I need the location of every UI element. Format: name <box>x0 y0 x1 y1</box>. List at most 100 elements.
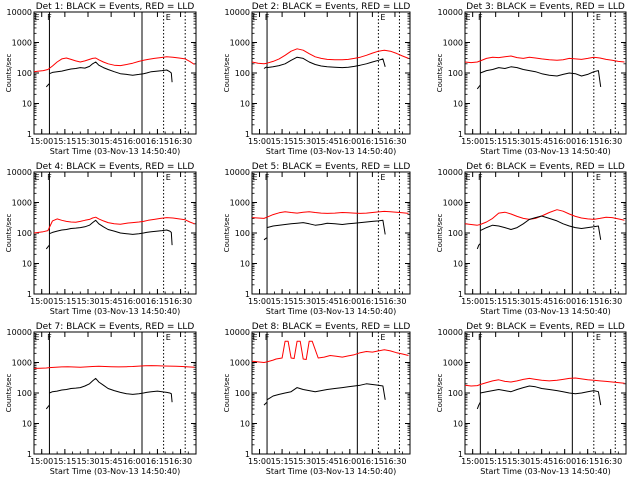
x-tick-label: 15:30 <box>507 137 530 146</box>
x-tick-label: 16:15 <box>576 297 599 306</box>
y-tick-label: 10 <box>453 420 463 429</box>
flag-label: E <box>380 173 385 182</box>
y-tick-label: 10000 <box>7 168 32 177</box>
x-tick-label: 16:30 <box>599 457 622 466</box>
x-tick-label: 15:30 <box>293 457 316 466</box>
y-tick-label: 10 <box>453 260 463 269</box>
events-pre-series-line <box>476 84 481 90</box>
x-tick-label: 15:15 <box>271 457 294 466</box>
y-tick-label: 10000 <box>225 8 250 17</box>
y-tick-label: 10 <box>22 260 32 269</box>
x-tick-label: 15:15 <box>271 297 294 306</box>
x-tick-label: 16:00 <box>338 137 361 146</box>
x-tick-label: 16:15 <box>576 137 599 146</box>
y-tick-label: 1000 <box>12 199 32 208</box>
x-tick-label: 15:15 <box>53 457 76 466</box>
y-tick-label: 10000 <box>7 8 32 17</box>
events-pre-series-line <box>263 66 268 69</box>
flag-label: E <box>466 173 471 182</box>
lld-series-line <box>251 210 409 219</box>
detector-panel: Det 4: BLACK = Events, RED = LLD 1 10 100 10… <box>5 162 197 316</box>
x-tick-label: 15:00 <box>30 457 53 466</box>
y-axis-label: Counts/sec <box>5 54 13 93</box>
x-tick-label: 16:15 <box>361 137 384 146</box>
flag-label: E <box>252 13 257 22</box>
panel-title: Det 2: BLACK = Events, RED = LLD <box>252 2 411 12</box>
events-series-line <box>480 66 602 87</box>
detector-panel: Det 3: BLACK = Events, RED = LLD 1 10 100 10… <box>436 2 627 156</box>
lld-series-line <box>33 56 195 73</box>
flag-label: E <box>596 333 601 342</box>
x-tick-label: 15:30 <box>507 457 530 466</box>
x-tick-label: 15:00 <box>461 297 484 306</box>
plot-frame <box>251 11 411 135</box>
y-tick-label: 100 <box>17 69 32 78</box>
y-tick-label: 1000 <box>443 199 463 208</box>
y-tick-label: 10000 <box>438 328 463 337</box>
y-tick-label: 10000 <box>225 168 250 177</box>
plot-frame <box>33 331 197 455</box>
panel-title: Det 6: BLACK = Events, RED = LLD <box>466 162 625 172</box>
x-tick-label: 16:15 <box>361 457 384 466</box>
x-tick-label: 15:30 <box>76 297 99 306</box>
flag-label: F <box>47 333 52 342</box>
plot-frame <box>464 171 627 295</box>
flag-label: E <box>252 173 257 182</box>
plot-frame <box>251 171 411 295</box>
y-tick-label: 1 <box>458 450 463 459</box>
x-axis-label: Start Time (03-Nov-13 14:50:40) <box>50 467 180 476</box>
y-tick-label: 10 <box>240 420 250 429</box>
y-tick-label: 10000 <box>438 168 463 177</box>
x-tick-label: 15:15 <box>484 457 507 466</box>
y-tick-label: 1000 <box>230 39 250 48</box>
x-tick-label: 15:45 <box>530 297 553 306</box>
flag-label: F <box>47 173 52 182</box>
flag-label: E <box>166 173 171 182</box>
events-pre-series-line <box>263 237 268 241</box>
flag-label: E <box>166 333 171 342</box>
x-tick-label: 15:15 <box>53 137 76 146</box>
flag-label: F <box>478 333 483 342</box>
x-tick-label: 15:30 <box>76 137 99 146</box>
x-tick-label: 15:45 <box>530 457 553 466</box>
lld-series-line <box>464 377 625 387</box>
y-tick-label: 10 <box>22 420 32 429</box>
y-axis-label: Counts/sec <box>5 374 13 413</box>
events-pre-series-line <box>476 243 481 250</box>
events-pre-series-line <box>263 401 268 406</box>
flag-label: E <box>35 333 40 342</box>
panel-title: Det 8: BLACK = Events, RED = LLD <box>252 322 411 332</box>
events-pre-series-line <box>45 83 50 88</box>
x-tick-label: 16:00 <box>553 297 576 306</box>
flag-label: F <box>265 333 270 342</box>
y-tick-label: 1 <box>27 130 32 139</box>
y-tick-label: 1 <box>27 290 32 299</box>
y-tick-label: 1 <box>245 290 250 299</box>
flag-label: F <box>478 13 483 22</box>
x-tick-label: 16:30 <box>599 297 622 306</box>
flag-label: E <box>596 173 601 182</box>
flag-label: E <box>380 13 385 22</box>
flag-label: E <box>596 13 601 22</box>
x-tick-label: 15:00 <box>461 137 484 146</box>
detector-panel: Det 1: BLACK = Events, RED = LLD 1 10 100 10… <box>5 2 197 156</box>
x-tick-label: 15:45 <box>316 137 339 146</box>
y-tick-label: 1 <box>458 130 463 139</box>
y-tick-label: 100 <box>448 389 463 398</box>
x-tick-label: 16:30 <box>383 137 406 146</box>
x-axis-label: Start Time (03-Nov-13 14:50:40) <box>480 147 610 156</box>
lld-series-line <box>251 48 409 65</box>
x-tick-label: 15:30 <box>76 457 99 466</box>
x-tick-label: 15:00 <box>248 457 271 466</box>
detector-panel: Det 7: BLACK = Events, RED = LLD 1 10 100 10… <box>5 322 197 476</box>
x-tick-label: 16:15 <box>576 457 599 466</box>
x-tick-label: 16:15 <box>361 297 384 306</box>
x-tick-label: 16:30 <box>169 457 192 466</box>
x-axis-label: Start Time (03-Nov-13 14:50:40) <box>50 147 180 156</box>
x-tick-label: 15:00 <box>248 137 271 146</box>
y-tick-label: 100 <box>235 69 250 78</box>
detector-panel: Det 8: BLACK = Events, RED = LLD 1 10 100 10… <box>223 322 411 476</box>
x-tick-label: 15:30 <box>507 297 530 306</box>
y-tick-label: 100 <box>448 69 463 78</box>
x-tick-label: 16:00 <box>123 457 146 466</box>
